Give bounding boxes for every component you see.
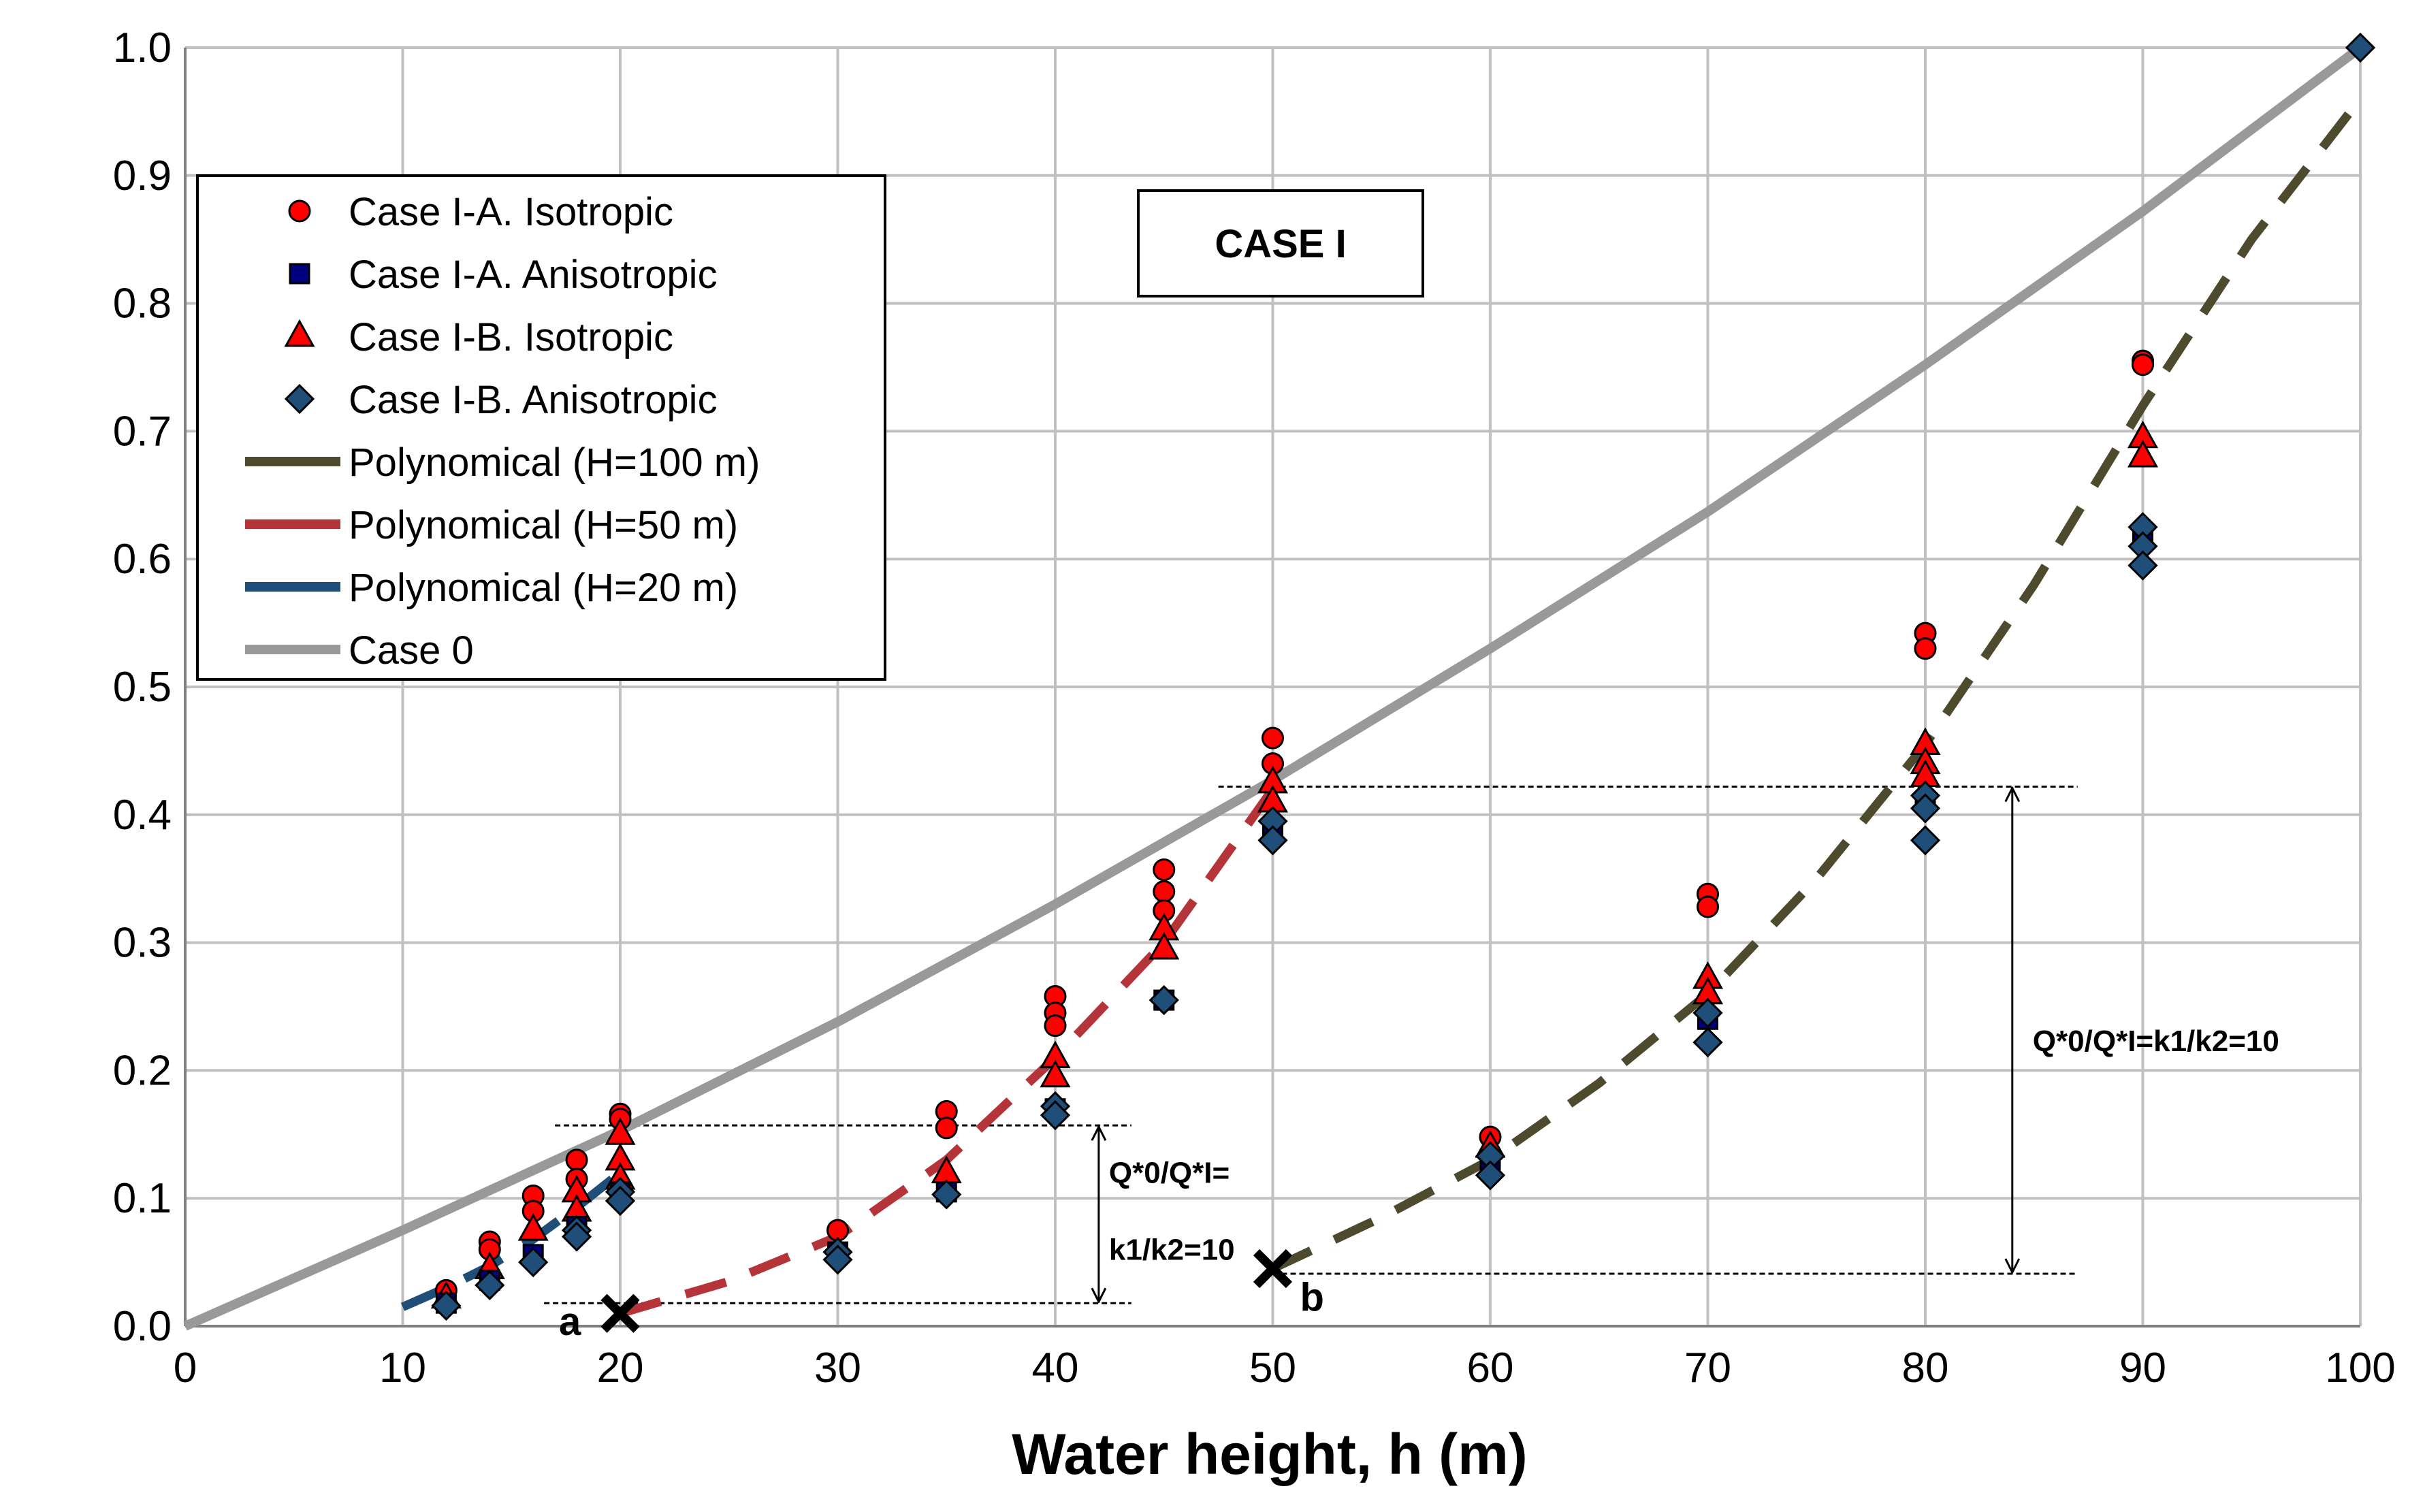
- point-case-i-b-anisotropic: [561, 1221, 592, 1252]
- y-tick-label: 0.5: [113, 664, 172, 711]
- legend-swatch-case-i-b-anisotropic: [284, 383, 315, 415]
- point-case-i-a-isotropic: [1153, 858, 1176, 882]
- x-tick-label: 20: [597, 1345, 644, 1392]
- y-tick-label: 1.0: [113, 25, 172, 71]
- y-tick-label: 0.2: [113, 1047, 172, 1094]
- x-tick-label: 100: [2325, 1345, 2395, 1392]
- point-case-i-a-isotropic: [1044, 1014, 1067, 1038]
- legend-swatch-case-i-b-isotropic: [284, 319, 315, 347]
- point-case-i-b-anisotropic: [822, 1244, 853, 1275]
- x-tick-label: 80: [1902, 1345, 1949, 1392]
- legend-swatch-case-i-a-isotropic: [288, 199, 311, 223]
- point-case-i-b-anisotropic: [1257, 825, 1288, 856]
- point-case-i-b-anisotropic: [605, 1185, 636, 1217]
- point-case-i-b-anisotropic: [2127, 550, 2158, 581]
- case-box: CASE I: [1137, 189, 1424, 297]
- x-tick-label: 0: [174, 1345, 197, 1392]
- y-tick-label: 0.6: [113, 536, 172, 583]
- y-tick-label: 0.0: [113, 1303, 172, 1350]
- x-tick-label: 60: [1467, 1345, 1514, 1392]
- point-case-i-b-anisotropic: [1692, 1027, 1723, 1058]
- x-tick-label: 40: [1032, 1345, 1079, 1392]
- point-case-i-b-anisotropic: [1910, 825, 1941, 856]
- point-case-i-b-isotropic: [517, 1213, 549, 1241]
- legend: Case I-A. Isotropic Case I-A. Anisotropic…: [196, 174, 886, 681]
- point-case-i-b-anisotropic: [1692, 997, 1723, 1029]
- point-label-b: b: [1300, 1275, 1324, 1319]
- point-case-i-a-isotropic: [1914, 637, 1937, 660]
- point-case-i-a-isotropic: [935, 1116, 958, 1140]
- point-case-i-b-anisotropic: [931, 1179, 962, 1210]
- x-tick-label: 50: [1249, 1345, 1296, 1392]
- x-axis-label: Water height, h (m): [1012, 1422, 1528, 1486]
- y-tick-label: 0.1: [113, 1175, 172, 1222]
- ratio-label: Q*0/Q*I=: [1109, 1157, 1230, 1190]
- point-case-i-a-isotropic: [1697, 895, 1719, 918]
- x-tick-label: 90: [2119, 1345, 2166, 1392]
- ratio-label-line2: k1/k2=10: [1109, 1233, 1235, 1266]
- case-box-label: CASE I: [1215, 222, 1346, 266]
- point-case-i-a-isotropic: [2132, 353, 2154, 376]
- legend-label-polynomical-h-50-m: Polynomical (H=50 m): [349, 503, 738, 547]
- point-label-a: a: [559, 1300, 581, 1344]
- x-tick-label: 10: [379, 1345, 426, 1392]
- point-case-i-b-isotropic: [2127, 439, 2159, 468]
- point-case-i-a-isotropic: [1153, 880, 1176, 903]
- y-tick-label: 0.8: [113, 280, 172, 327]
- annotations: abQ*0/Q*I=k1/k2=10Q*0/Q*I=k1/k2=10: [559, 789, 2279, 1344]
- point-case-i-b-anisotropic: [1149, 984, 1179, 1016]
- legend-label-case-i-b-anisotropic: Case I-B. Anisotropic: [349, 378, 718, 422]
- reference-lines: [544, 785, 2078, 1304]
- point-case-i-b-anisotropic: [518, 1246, 549, 1278]
- legend-label-polynomical-h-100-m: Polynomical (H=100 m): [349, 440, 760, 485]
- legend-label-polynomical-h-20-m: Polynomical (H=20 m): [349, 566, 738, 610]
- point-case-i-b-anisotropic: [1475, 1160, 1506, 1191]
- point-case-i-a-isotropic: [565, 1148, 588, 1172]
- y-tick-label: 0.3: [113, 920, 172, 967]
- legend-label-case-i-a-anisotropic: Case I-A. Anisotropic: [349, 253, 718, 297]
- legend-label-case-i-b-isotropic: Case I-B. Isotropic: [349, 315, 673, 359]
- point-case-i-b-isotropic: [1149, 931, 1180, 960]
- y-tick-label: 0.7: [113, 408, 172, 455]
- x-tick-label: 70: [1684, 1345, 1731, 1392]
- point-case-i-b-isotropic: [1040, 1059, 1071, 1088]
- series-line-polynomical-h-100-m: [1270, 96, 2364, 1273]
- y-tick-label: 0.4: [113, 792, 172, 839]
- ratio-label: Q*0/Q*I=k1/k2=10: [2033, 1025, 2279, 1058]
- x-tick-label: 30: [814, 1345, 861, 1392]
- point-case-i-b-anisotropic: [1910, 793, 1941, 824]
- legend-label-case-i-a-isotropic: Case I-A. Isotropic: [349, 190, 673, 234]
- legend-label-case-0: Case 0: [349, 628, 474, 673]
- point-case-i-b-anisotropic: [475, 1270, 505, 1301]
- x-marker-a: [600, 1293, 640, 1333]
- point-case-i-end-point: [2345, 32, 2376, 63]
- point-case-i-b-anisotropic: [431, 1290, 462, 1321]
- legend-swatch-case-i-a-anisotropic: [289, 263, 310, 285]
- y-tick-label: 0.9: [113, 152, 172, 199]
- point-case-i-b-anisotropic: [1040, 1100, 1071, 1131]
- series-points: [430, 32, 2376, 1321]
- point-case-i-a-isotropic: [1262, 726, 1284, 750]
- x-marker-b: [1253, 1249, 1293, 1289]
- axes: 0 10 20 30 40 50 60 70 80 90 100 0.0 0.1 0.2 0.3 0.4 0.5…: [113, 25, 2396, 1392]
